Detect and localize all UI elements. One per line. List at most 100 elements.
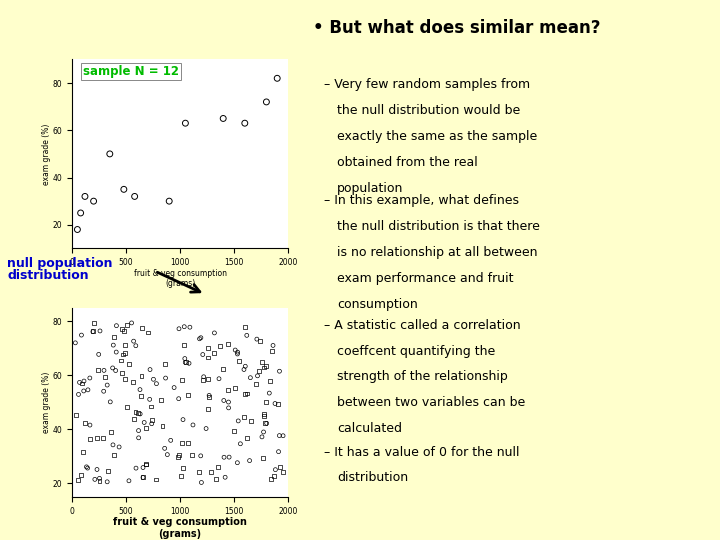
Point (129, 192, 140, 201)
Point (271, 74, 283, 83)
Point (202, 405, 214, 414)
Point (213, 374, 225, 383)
Point (174, 451, 185, 460)
Text: exam performance and fruit: exam performance and fruit (337, 272, 513, 285)
Point (239, 119, 251, 127)
Point (203, 393, 215, 402)
Point (272, 400, 284, 408)
Point (107, 441, 119, 449)
Point (135, 392, 146, 400)
Point (238, 365, 250, 374)
Point (143, 328, 154, 337)
Point (197, 350, 209, 359)
Point (107, 341, 119, 349)
Point (195, 451, 207, 460)
Point (212, 463, 223, 471)
Point (228, 427, 240, 435)
Point (148, 375, 159, 383)
Point (159, 360, 171, 368)
Point (261, 419, 272, 428)
Point (113, 443, 125, 451)
Text: the null distribution is that there: the null distribution is that there (337, 220, 540, 233)
Point (173, 394, 184, 403)
Point (273, 447, 284, 456)
Point (84, 421, 96, 429)
Point (184, 359, 195, 368)
Point (89, 475, 101, 484)
Point (137, 472, 148, 481)
Point (135, 372, 147, 381)
Point (87, 327, 99, 336)
Point (183, 438, 194, 447)
Point (241, 331, 253, 340)
Text: calculated: calculated (337, 422, 402, 435)
Point (238, 413, 250, 421)
Point (138, 473, 149, 482)
Point (123, 360, 135, 368)
Point (78, 377, 90, 386)
Point (261, 397, 272, 406)
Point (121, 321, 132, 329)
Point (130, 464, 142, 472)
Point (126, 319, 138, 327)
Point (73, 390, 84, 399)
Point (176, 376, 188, 384)
Point (75, 208, 86, 217)
Point (160, 374, 171, 382)
Text: sample N = 12: sample N = 12 (83, 65, 179, 78)
Point (138, 418, 150, 427)
Point (78, 387, 89, 395)
Point (135, 410, 146, 418)
Point (194, 468, 205, 476)
Point (79, 418, 91, 427)
Point (108, 332, 120, 341)
Text: coeffcent quantifying the: coeffcent quantifying the (337, 345, 495, 357)
Point (222, 398, 234, 407)
Text: population: population (337, 182, 403, 195)
Point (76, 379, 88, 388)
Point (274, 463, 286, 472)
Point (233, 357, 245, 366)
Point (70, 411, 81, 420)
Point (76, 331, 87, 340)
Text: between two variables can be: between two variables can be (337, 396, 525, 409)
Text: – It has a value of 0 for the null: – It has a value of 0 for the null (324, 446, 520, 458)
Point (258, 363, 269, 372)
Point (82, 386, 94, 394)
Point (202, 353, 214, 362)
Point (179, 322, 190, 331)
Point (261, 98, 272, 106)
Point (180, 119, 192, 127)
Point (134, 386, 145, 394)
Point (88, 327, 99, 335)
Point (159, 444, 171, 453)
Point (150, 475, 162, 484)
Point (168, 383, 180, 392)
Point (175, 471, 186, 480)
Point (267, 341, 279, 350)
Point (88, 319, 99, 327)
Point (196, 478, 207, 487)
Point (220, 473, 231, 482)
Point (232, 458, 243, 467)
Point (240, 323, 251, 332)
Point (179, 354, 191, 363)
Point (102, 466, 114, 475)
Point (217, 114, 229, 123)
Point (130, 408, 141, 416)
Text: exactly the same as the sample: exactly the same as the sample (337, 130, 537, 143)
Point (140, 424, 152, 433)
Point (133, 434, 145, 442)
Point (179, 340, 190, 349)
Point (186, 450, 197, 459)
Point (258, 412, 270, 421)
Text: consumption: consumption (337, 298, 418, 311)
Point (150, 379, 162, 388)
Point (110, 348, 122, 356)
Point (177, 415, 189, 424)
Point (251, 335, 263, 343)
Point (172, 453, 184, 461)
Point (177, 464, 189, 472)
Point (157, 421, 168, 430)
Point (119, 327, 130, 335)
